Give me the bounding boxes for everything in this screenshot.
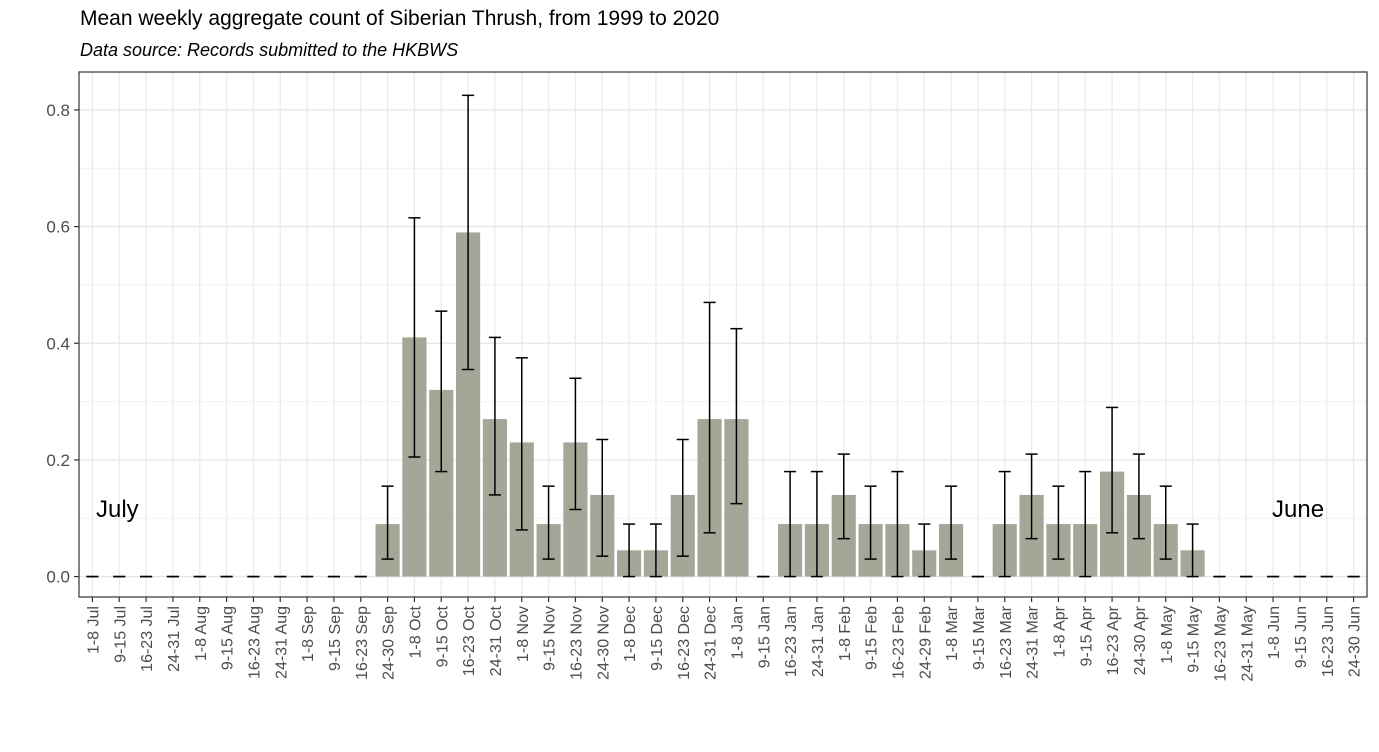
x-tick-label: 16-23 Mar [998,605,1015,679]
x-tick-label: 24-31 Dec [703,606,720,680]
x-tick-label: 1-8 Jun [1266,606,1283,659]
error-bars [86,94,1360,578]
annotation-july: July [96,496,139,523]
x-tick-label: 1-8 Sep [300,606,317,662]
x-tick-label: 9-15 Jan [756,606,773,668]
x-axis: 1-8 Jul 9-15 Jul 16-23 Jul 24-31 Jul 1-8 Aug… [85,597,1364,682]
x-tick-label: 24-31 Oct [488,605,505,676]
x-tick-label: 16-23 Jun [1320,606,1337,677]
x-tick-label: 9-15 Apr [1078,605,1095,666]
grid-lines [79,72,1367,597]
x-tick-label: 9-15 Sep [327,606,344,671]
x-tick-label: 1-8 May [1159,606,1176,664]
y-axis: 0.0 0.2 0.4 0.6 0.8 [46,101,79,587]
x-tick-label: 16-23 Sep [354,606,371,680]
plot-border [78,71,1368,598]
x-tick-label: 24-30 Nov [595,606,612,680]
x-tick-label: 9-15 Feb [864,606,881,670]
x-tick-label: 1-8 Nov [515,606,532,662]
x-tick-label: 24-31 Mar [1025,605,1042,679]
x-tick-label: 16-23 Dec [676,606,693,680]
x-tick-label: 16-23 Aug [246,606,263,679]
y-tick-label: 0.0 [46,568,70,587]
x-tick-label: 16-23 Jan [783,606,800,677]
x-tick-label: 1-8 Dec [622,606,639,662]
x-tick-label: 24-31 Jan [810,606,827,677]
x-tick-label: 24-30 Sep [381,606,398,680]
y-tick-label: 0.4 [46,334,70,353]
x-tick-label: 9-15 Nov [542,606,559,671]
x-tick-label: 24-31 Aug [273,606,290,679]
x-tick-label: 16-23 Oct [461,605,478,676]
x-tick-label: 9-15 Mar [971,605,988,670]
x-tick-label: 1-8 Aug [193,606,210,661]
y-tick-label: 0.8 [46,101,70,120]
x-tick-label: 16-23 Feb [890,606,907,679]
x-tick-label: 16-23 Jul [139,606,156,672]
x-tick-label: 9-15 Dec [649,606,666,671]
x-tick-label: 24-31 May [1239,606,1256,682]
x-tick-label: 1-8 Jul [85,606,102,654]
x-tick-label: 16-23 Nov [568,606,585,680]
chart-title: Mean weekly aggregate count of Siberian … [80,7,720,30]
x-tick-label: 9-15 Oct [434,605,451,667]
x-tick-label: 24-29 Feb [917,606,934,679]
x-tick-label: 24-30 Apr [1132,605,1149,675]
x-tick-label: 24-31 Jul [166,606,183,672]
x-tick-label: 9-15 Jul [112,606,129,663]
x-tick-label: 9-15 Jun [1293,606,1310,668]
y-tick-label: 0.6 [46,218,70,237]
chart-subtitle: Data source: Records submitted to the HK… [80,40,459,60]
x-tick-label: 9-15 May [1186,606,1203,673]
x-tick-label: 1-8 Apr [1051,605,1068,657]
x-tick-label: 1-8 Mar [944,605,961,661]
x-tick-label: 1-8 Jan [729,606,746,659]
x-tick-label: 24-30 Jun [1347,606,1364,677]
y-tick-label: 0.2 [46,451,70,470]
x-tick-label: 9-15 Aug [220,606,237,670]
x-tick-label: 1-8 Feb [837,606,854,661]
annotation-june: June [1272,496,1324,523]
x-tick-label: 1-8 Oct [407,605,424,658]
x-tick-label: 16-23 Apr [1105,605,1122,675]
x-tick-label: 16-23 May [1212,606,1229,682]
